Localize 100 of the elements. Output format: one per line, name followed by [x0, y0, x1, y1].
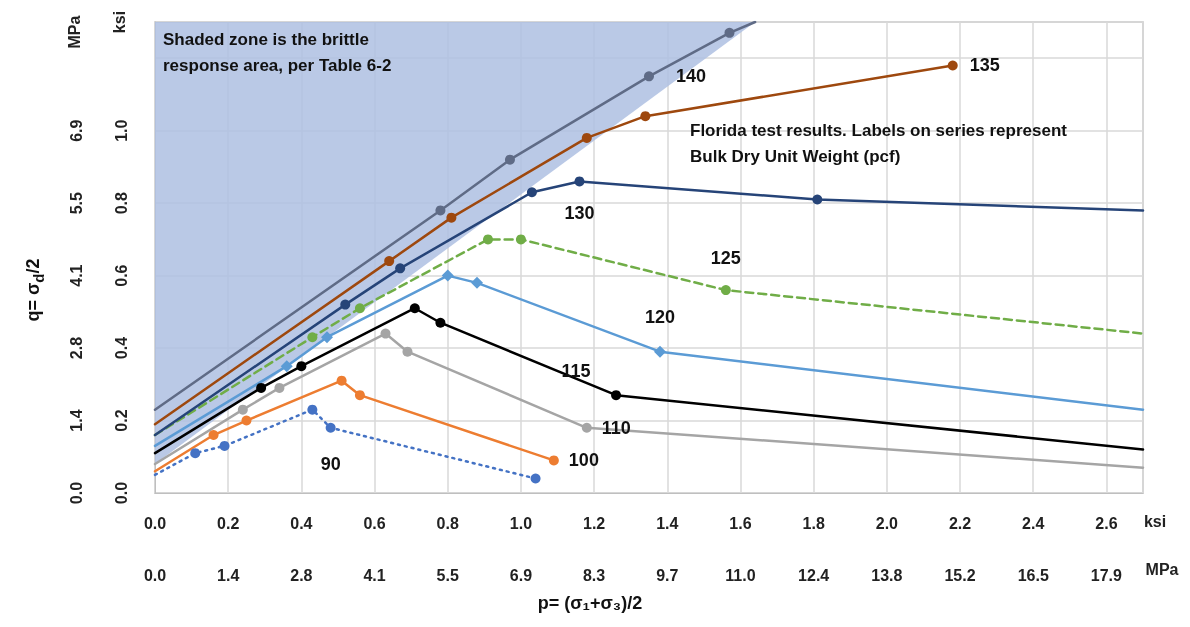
x-tick-label: 0.4: [290, 514, 313, 532]
x-tick-label: 1.0: [509, 514, 533, 532]
x2-tick-label: 2.8: [290, 566, 313, 584]
point: [653, 345, 666, 358]
point: [441, 269, 454, 282]
y2-tick-label: 5.5: [67, 191, 85, 215]
point: [548, 455, 559, 466]
x-tick-label: 1.6: [729, 514, 752, 532]
point: [409, 303, 420, 314]
x-tick-label: 0.8: [436, 514, 459, 532]
point: [336, 375, 347, 386]
series-label: 115: [561, 361, 591, 382]
series-label: 110: [601, 417, 631, 438]
point: [307, 404, 318, 415]
point: [435, 317, 446, 328]
point: [812, 194, 823, 205]
point: [296, 361, 307, 372]
x2-tick-label: 15.2: [944, 566, 976, 584]
series-label: 100: [568, 450, 599, 471]
point: [720, 285, 731, 296]
x2-tick-label: 9.7: [656, 566, 679, 584]
y-tick-label: 0.0: [112, 481, 130, 505]
x-tick-label: 1.8: [802, 514, 825, 532]
x2-tick-label: 0.0: [143, 566, 167, 584]
x2-tick-label: 4.1: [363, 566, 386, 584]
x-axis-title: ksi: [1143, 513, 1167, 531]
series-label: 120: [644, 306, 675, 327]
text: p= (σ₁+σ₃)/2: [536, 592, 644, 615]
annotation: Shaded zone is the brittle response area, per Table 6-2: [163, 29, 393, 77]
y2-tick-label: 0.0: [67, 481, 85, 505]
point: [574, 176, 585, 187]
point: [581, 132, 592, 143]
point: [307, 332, 318, 343]
point: [354, 303, 365, 314]
point: [504, 154, 515, 165]
x-tick-label: 0.2: [217, 514, 240, 532]
x-tick-label: 2.4: [1022, 514, 1045, 532]
x2-tick-label: 1.4: [217, 566, 240, 584]
point: [354, 390, 365, 401]
point: [515, 234, 526, 245]
y2-tick-label: 2.8: [67, 336, 85, 360]
point: [208, 430, 219, 441]
point: [581, 422, 592, 433]
y-tick-label: 0.4: [112, 336, 130, 360]
x-tick-label: 2.2: [948, 514, 972, 532]
point: [402, 346, 413, 357]
x-tick-label: 1.2: [582, 514, 606, 532]
x-tick-label: 0.0: [143, 514, 167, 532]
y-tick-label: 0.2: [112, 409, 130, 432]
series-label: 90: [320, 453, 341, 474]
y2-tick-label: 1.4: [67, 409, 85, 432]
x2-tick-label: 11.0: [725, 566, 756, 584]
point: [190, 448, 201, 459]
y2-tick-label: 4.1: [67, 264, 85, 287]
series-label: 140: [676, 66, 707, 87]
point: [280, 360, 293, 373]
point: [380, 328, 391, 339]
x2-tick-label: 13.8: [871, 566, 903, 584]
point: [526, 187, 537, 198]
x2-tick-label: 6.9: [509, 566, 533, 584]
point: [947, 60, 958, 71]
x2-tick-label: 8.3: [582, 566, 606, 584]
point: [644, 71, 654, 82]
point: [219, 440, 230, 451]
point: [384, 256, 395, 267]
point: [274, 382, 285, 393]
point: [530, 473, 541, 484]
y-tick-label: 0.6: [112, 264, 130, 287]
series-label: 125: [710, 248, 741, 269]
x2-axis-title: MPa: [1145, 561, 1179, 579]
series-label: 135: [969, 55, 1000, 76]
point: [395, 263, 406, 274]
x2-tick-label: 12.4: [798, 566, 830, 584]
x-tick-label: 2.6: [1095, 514, 1118, 532]
x-tick-label: 1.4: [656, 514, 679, 532]
point: [237, 404, 248, 415]
point: [446, 212, 457, 223]
point: [340, 299, 351, 310]
point: [611, 390, 622, 401]
x-tick-label: 2.0: [875, 514, 899, 532]
y-tick-label: 1.0: [112, 119, 130, 142]
annotation: Florida test results. Labels on series represent Bulk Dry Unit Weight (pcf): [690, 120, 1068, 168]
point: [724, 27, 735, 38]
point: [325, 422, 336, 433]
point: [241, 415, 252, 426]
series-label: 130: [564, 203, 595, 224]
x-tick-label: 0.6: [363, 514, 386, 532]
y2-axis-title: MPa: [66, 15, 84, 49]
point: [435, 205, 446, 216]
x2-tick-label: 17.9: [1090, 566, 1123, 584]
point: [471, 276, 484, 289]
point: [483, 234, 493, 245]
point: [320, 331, 333, 344]
y-axis-title: ksi: [111, 10, 129, 34]
y-tick-label: 0.8: [112, 191, 130, 215]
point: [256, 382, 267, 393]
x2-tick-label: 5.5: [436, 566, 459, 584]
x2-tick-label: 16.5: [1017, 566, 1049, 584]
point: [640, 111, 651, 122]
y2-tick-label: 6.9: [67, 119, 85, 142]
